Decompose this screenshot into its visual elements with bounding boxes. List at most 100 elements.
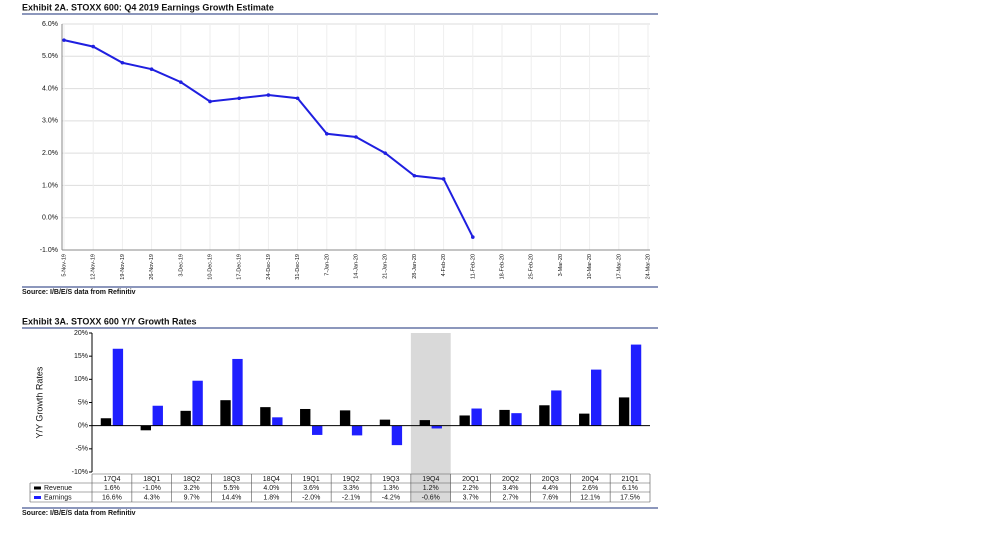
table-cell: 7.6% — [542, 494, 558, 501]
bar — [539, 405, 550, 426]
bar — [180, 410, 191, 426]
x-tick-label: 18Q2 — [183, 476, 200, 483]
x-tick-label: 19Q2 — [343, 476, 360, 483]
bar — [379, 419, 391, 426]
x-tick-label: 18-Feb-20 — [499, 254, 505, 279]
y-tick-label: 20% — [74, 330, 88, 337]
chart-title: Exhibit 2A. STOXX 600: Q4 2019 Earnings … — [22, 2, 274, 12]
bar — [499, 409, 510, 426]
table-cell: 9.7% — [184, 494, 200, 501]
table-cell: -4.2% — [382, 494, 400, 501]
point — [91, 44, 95, 49]
x-tick-label: 14-Jan-20 — [353, 254, 359, 279]
bar — [630, 344, 642, 426]
table-cell: 14.4% — [222, 494, 242, 501]
bar — [471, 408, 482, 426]
legend-swatch — [34, 496, 41, 499]
point — [471, 235, 475, 239]
x-tick-label: 20Q3 — [542, 476, 559, 483]
x-tick-label: 7-Jan-20 — [324, 254, 330, 276]
bar — [300, 408, 311, 426]
x-tick-label: 17-Mar-20 — [616, 254, 622, 279]
bar — [140, 425, 151, 431]
x-tick-label: 19Q1 — [303, 476, 320, 483]
bar — [192, 380, 203, 426]
y-tick-label: 0.0% — [42, 215, 58, 222]
table-cell: 1.3% — [383, 485, 399, 492]
x-tick-label: 21-Jan-20 — [383, 254, 389, 279]
bar — [511, 413, 522, 426]
bar — [100, 418, 112, 426]
x-tick-label: 25-Feb-20 — [529, 254, 535, 279]
table-cell: 2.6% — [582, 485, 598, 492]
table-cell: 1.6% — [104, 485, 120, 492]
table-cell: 3.2% — [184, 485, 200, 492]
x-tick-label: 24-Mar-20 — [645, 254, 651, 279]
bar — [312, 425, 323, 435]
bar — [431, 425, 442, 429]
point — [441, 177, 446, 181]
bar — [152, 405, 163, 426]
point — [383, 151, 388, 155]
table-cell: -2.1% — [342, 494, 360, 501]
x-tick-label: 11-Feb-20 — [470, 254, 476, 279]
bar — [339, 410, 351, 426]
x-tick-label: 3-Mar-20 — [558, 254, 564, 276]
y-tick-label: 10% — [74, 376, 88, 383]
y-tick-label: -5% — [76, 446, 88, 453]
x-tick-label: 18Q4 — [263, 476, 280, 483]
table-cell: -0.6% — [422, 494, 440, 501]
x-tick-label: 26-Nov-19 — [149, 254, 155, 280]
table-cell: 4.3% — [144, 494, 160, 501]
table-cell: 1.8% — [263, 494, 279, 501]
x-tick-label: 12-Nov-19 — [91, 254, 97, 280]
point — [179, 80, 183, 84]
x-tick-label: 19Q3 — [382, 476, 399, 483]
x-tick-label: 31-Dec-19 — [295, 254, 301, 280]
bar — [391, 425, 403, 446]
table-cell: 2.7% — [503, 494, 519, 501]
table-cell: 3.3% — [343, 485, 359, 492]
chart-title: Exhibit 3A. STOXX 600 Y/Y Growth Rates — [22, 316, 197, 326]
legend-swatch — [34, 486, 41, 490]
bar — [591, 369, 602, 426]
point — [295, 96, 300, 101]
x-tick-label: 18Q1 — [143, 476, 160, 483]
point — [149, 67, 154, 71]
source: Source: I/B/E/S data from Refinitiv — [22, 289, 136, 296]
table-cell: 16.6% — [102, 494, 122, 501]
bar — [419, 420, 430, 426]
bar — [272, 417, 283, 426]
table-cell: 3.4% — [503, 485, 519, 492]
y-tick-label: 6.0% — [42, 21, 58, 28]
bar — [232, 358, 243, 426]
table-cell: 5.5% — [224, 485, 240, 492]
table-cell: 3.6% — [303, 485, 319, 492]
bar — [618, 397, 630, 426]
x-tick-label: 24-Dec-19 — [266, 254, 272, 280]
y-tick-label: -1.0% — [40, 247, 58, 254]
y-tick-label: 5% — [78, 399, 88, 406]
point — [354, 135, 358, 139]
x-tick-label: 19-Nov-19 — [120, 254, 126, 280]
x-tick-label: 10-Mar-20 — [587, 254, 593, 279]
x-tick-label: 17-Dec-19 — [237, 254, 243, 280]
x-tick-label: 17Q4 — [103, 476, 120, 483]
x-tick-label: 3-Dec-19 — [178, 254, 184, 277]
bar — [260, 407, 271, 426]
point — [266, 93, 271, 97]
table-cell: 17.5% — [620, 494, 640, 501]
bar — [112, 348, 124, 426]
point — [208, 99, 212, 104]
y-tick-label: 2.0% — [42, 150, 58, 157]
x-tick-label: 18Q3 — [223, 476, 240, 483]
y-tick-label: -10% — [72, 469, 88, 476]
y-tick-label: 3.0% — [42, 118, 58, 125]
table-cell: 12.1% — [580, 494, 600, 501]
table-cell: -2.0% — [302, 494, 320, 501]
source: Source: I/B/E/S data from Refinitiv — [22, 510, 136, 517]
point — [412, 173, 417, 178]
bar — [579, 413, 590, 426]
y-tick-label: 4.0% — [42, 85, 58, 92]
